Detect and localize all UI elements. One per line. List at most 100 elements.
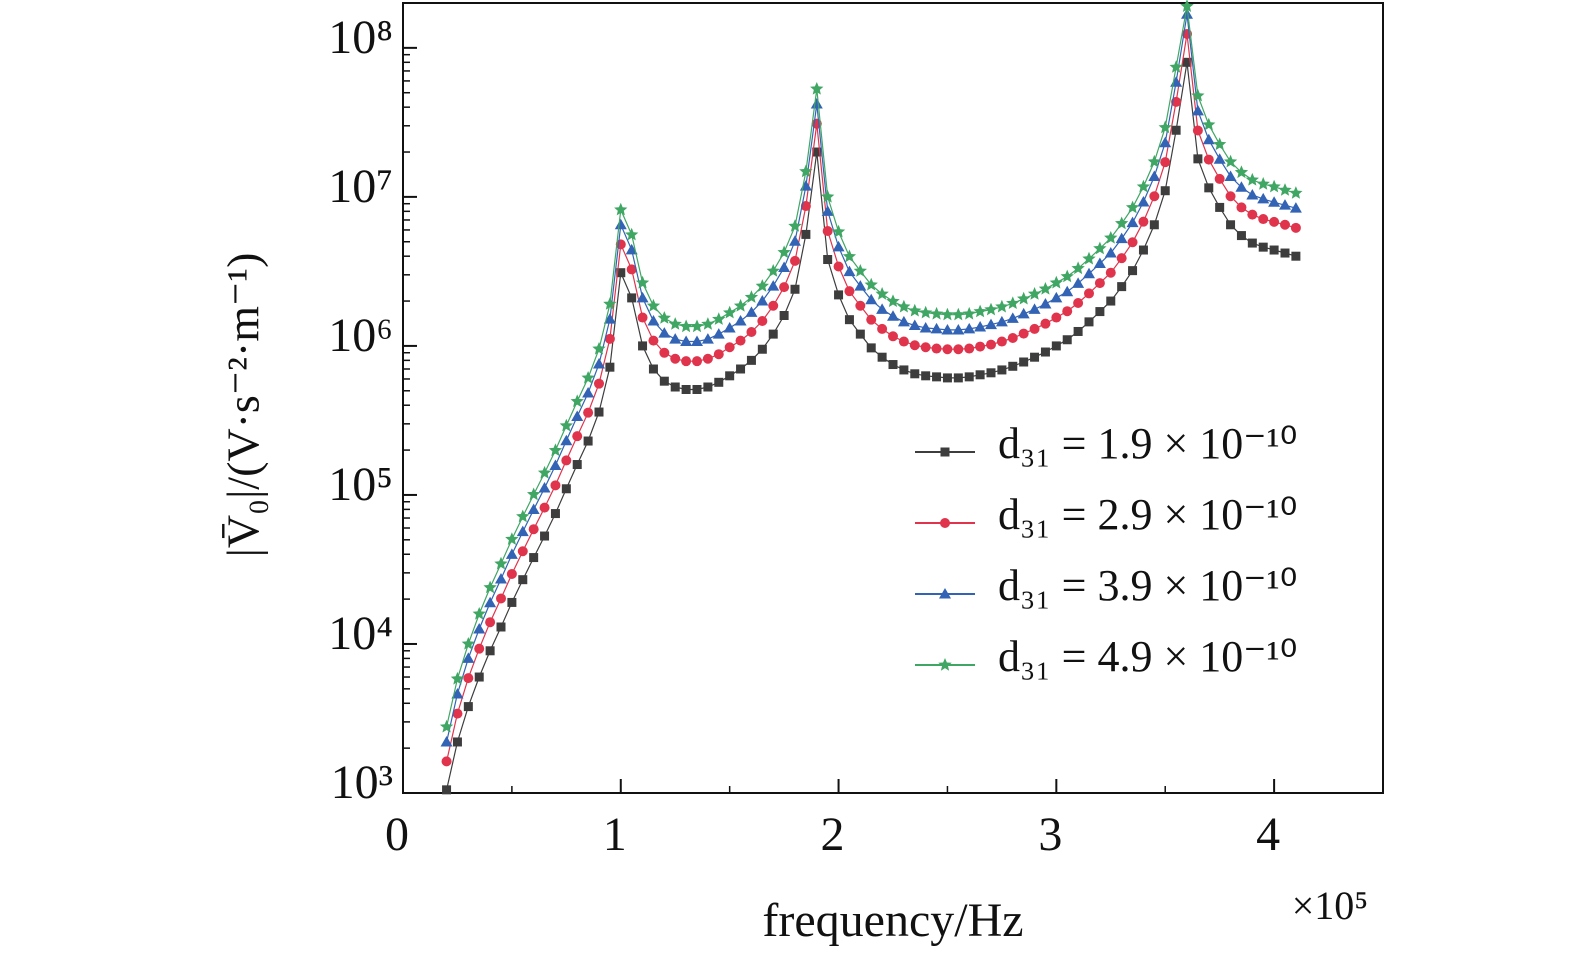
marker — [843, 265, 856, 277]
x-tick-label: 2 — [821, 808, 845, 861]
marker — [603, 297, 617, 310]
marker — [485, 646, 495, 656]
marker — [1171, 125, 1181, 135]
marker — [864, 277, 878, 291]
marker — [1291, 251, 1301, 261]
marker — [844, 315, 854, 325]
marker — [953, 373, 963, 383]
marker — [1083, 267, 1095, 279]
marker — [1256, 177, 1270, 190]
marker — [485, 617, 496, 628]
marker — [679, 319, 693, 333]
marker — [648, 364, 658, 374]
marker — [1225, 191, 1236, 202]
marker — [1115, 216, 1129, 230]
marker — [778, 261, 791, 272]
marker — [505, 548, 518, 559]
x-tick-label: 4 — [1256, 808, 1280, 861]
marker — [995, 299, 1009, 313]
marker — [921, 371, 931, 381]
marker — [473, 623, 486, 634]
marker — [1236, 202, 1247, 213]
marker — [616, 268, 626, 278]
series-line — [446, 6, 1297, 727]
marker — [920, 342, 931, 353]
marker — [1030, 352, 1040, 362]
marker — [1125, 200, 1140, 214]
marker — [441, 756, 452, 767]
y-tick-label: 10⁸ — [328, 11, 393, 64]
marker — [1017, 291, 1031, 305]
marker — [1149, 220, 1159, 230]
marker — [692, 356, 702, 367]
marker — [496, 622, 506, 632]
marker — [1062, 335, 1072, 345]
marker — [1235, 181, 1248, 192]
marker — [668, 317, 682, 330]
marker — [941, 323, 954, 335]
marker — [1128, 266, 1138, 276]
marker — [714, 377, 724, 387]
marker — [888, 360, 898, 370]
marker — [1224, 170, 1237, 182]
marker — [507, 597, 517, 607]
marker — [570, 394, 584, 408]
marker — [1247, 238, 1257, 248]
marker — [909, 340, 920, 351]
marker — [527, 487, 541, 501]
marker — [1193, 154, 1203, 164]
marker — [657, 311, 671, 324]
marker — [877, 323, 888, 334]
marker — [604, 333, 615, 344]
marker — [908, 303, 922, 317]
marker — [571, 410, 584, 422]
marker — [855, 300, 866, 311]
marker — [658, 327, 671, 338]
marker — [1006, 312, 1019, 323]
marker — [594, 378, 604, 389]
marker — [496, 593, 506, 604]
marker — [583, 407, 594, 418]
marker — [1191, 104, 1204, 116]
marker — [1247, 209, 1258, 220]
marker — [1245, 172, 1259, 186]
marker — [1126, 216, 1139, 228]
marker — [474, 643, 485, 654]
marker — [853, 264, 867, 277]
marker — [647, 314, 660, 326]
marker — [561, 484, 571, 494]
marker — [1019, 357, 1029, 367]
marker — [942, 344, 953, 355]
marker — [559, 418, 573, 432]
marker — [951, 307, 965, 321]
marker — [1017, 307, 1030, 319]
marker — [1202, 117, 1216, 131]
marker — [712, 328, 725, 339]
legend-label: d₃₁ = 4.9 × 10⁻¹⁰ — [998, 632, 1297, 681]
marker — [1192, 125, 1203, 136]
marker — [725, 371, 735, 381]
marker — [886, 294, 900, 307]
marker — [1093, 257, 1106, 269]
marker — [854, 280, 867, 291]
marker — [439, 719, 454, 733]
marker — [973, 304, 987, 318]
plot-frame — [402, 2, 1384, 794]
y-tick-label: 10⁴ — [328, 607, 393, 660]
marker — [1258, 214, 1269, 225]
marker — [538, 482, 551, 493]
marker — [1008, 361, 1018, 371]
marker — [842, 249, 857, 263]
marker — [614, 202, 628, 216]
marker — [450, 671, 465, 685]
marker — [1226, 220, 1236, 230]
marker — [898, 336, 909, 347]
marker — [932, 372, 942, 382]
marker — [1268, 196, 1281, 207]
marker — [1104, 231, 1118, 244]
marker — [940, 307, 955, 321]
marker — [713, 349, 724, 360]
marker — [1269, 245, 1279, 255]
y-tick-label: 10⁷ — [328, 160, 393, 213]
marker — [1148, 170, 1161, 182]
